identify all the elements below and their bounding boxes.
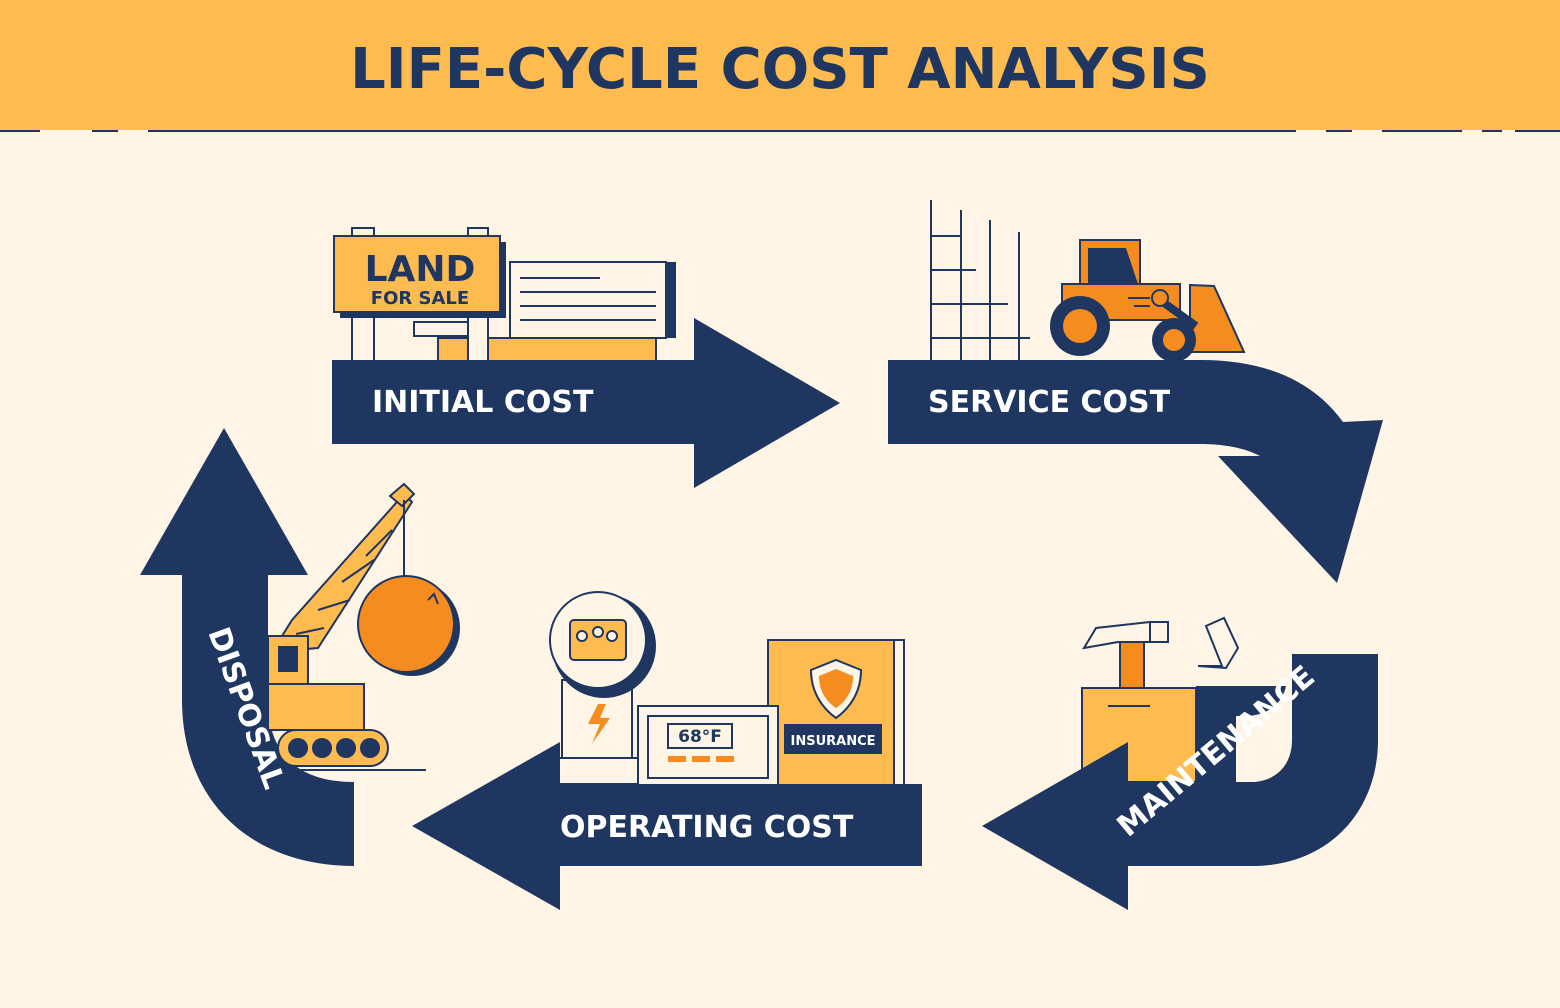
operating-cost-arrow [412, 742, 922, 910]
service-cost-label: SERVICE COST [928, 385, 1171, 420]
initial-cost-arrow [332, 318, 840, 488]
operating-cost-label: OPERATING COST [560, 810, 854, 845]
bulldozer-icon [1050, 239, 1246, 362]
page-title: LIFE-CYCLE COST ANALYSIS [350, 37, 1210, 102]
scaffold-illustration [930, 200, 1030, 360]
utilities-illustration: INSURANCE 68°F [547, 591, 905, 791]
sign-for-sale-text: FOR SALE [371, 288, 469, 309]
thermostat-text: 68°F [678, 727, 722, 747]
crane-illustration [267, 482, 460, 771]
land-for-sale-illustration: LAND FOR SALE [333, 227, 676, 363]
sign-land-text: LAND [365, 249, 476, 290]
toolbox-illustration [1081, 616, 1286, 783]
initial-cost-label: INITIAL COST [372, 385, 594, 420]
maintenance-arrow [982, 654, 1378, 910]
disposal-arrow [140, 428, 354, 866]
title-banner [0, 0, 1560, 130]
insurance-text: INSURANCE [790, 734, 875, 749]
service-cost-arrow [888, 360, 1383, 583]
